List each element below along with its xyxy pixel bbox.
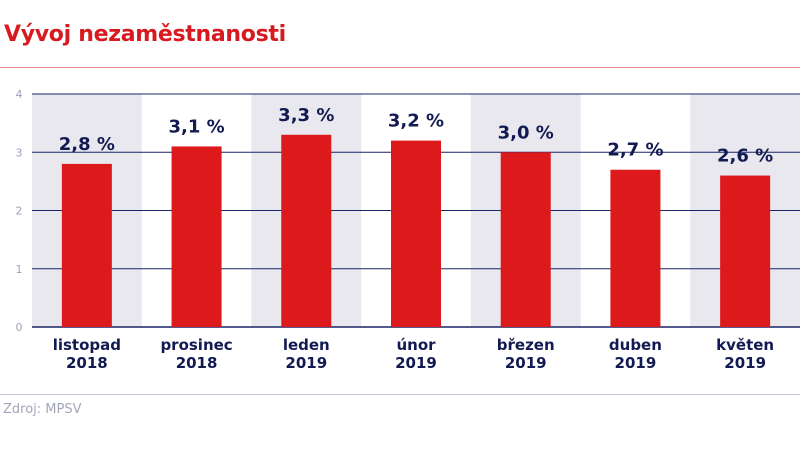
x-tick-label: 2018: [66, 354, 108, 372]
data-label: 3,0 %: [498, 122, 554, 143]
y-tick-label: 1: [16, 263, 23, 276]
x-tick-label: listopad: [53, 336, 121, 354]
data-label: 2,7 %: [607, 140, 663, 161]
footer-divider: [0, 394, 800, 395]
bar: [720, 175, 771, 327]
x-tick-label: prosinec: [160, 336, 232, 354]
x-tick-label: únor: [396, 336, 436, 354]
bar: [281, 134, 332, 327]
x-tick-label: 2019: [615, 354, 657, 372]
data-label: 3,2 %: [388, 111, 444, 132]
x-tick-label: duben: [609, 336, 662, 354]
title-divider: [0, 67, 800, 68]
data-label: 3,3 %: [278, 105, 334, 126]
x-tick-label: květen: [716, 336, 774, 354]
x-tick-label: 2018: [176, 354, 218, 372]
x-tick-label: březen: [497, 336, 555, 354]
x-tick-label: 2019: [285, 354, 327, 372]
data-label: 3,1 %: [168, 116, 224, 137]
source-note: Zdroj: MPSV: [3, 402, 82, 417]
bar: [391, 140, 441, 327]
y-tick-label: 4: [16, 88, 23, 101]
data-label: 2,8 %: [59, 134, 115, 155]
bar: [61, 163, 112, 327]
x-tick-label: 2019: [395, 354, 437, 372]
chart-title: Vývoj nezaměstnanosti: [4, 22, 286, 47]
data-label: 2,6 %: [717, 146, 773, 167]
x-tick-label: leden: [283, 336, 330, 354]
y-tick-label: 0: [16, 321, 23, 334]
bar: [610, 169, 661, 327]
bar: [500, 152, 551, 327]
y-tick-label: 2: [16, 205, 23, 218]
bar: [171, 146, 222, 327]
y-tick-label: 3: [16, 146, 23, 159]
x-tick-label: 2019: [724, 354, 766, 372]
x-tick-label: 2019: [505, 354, 547, 372]
